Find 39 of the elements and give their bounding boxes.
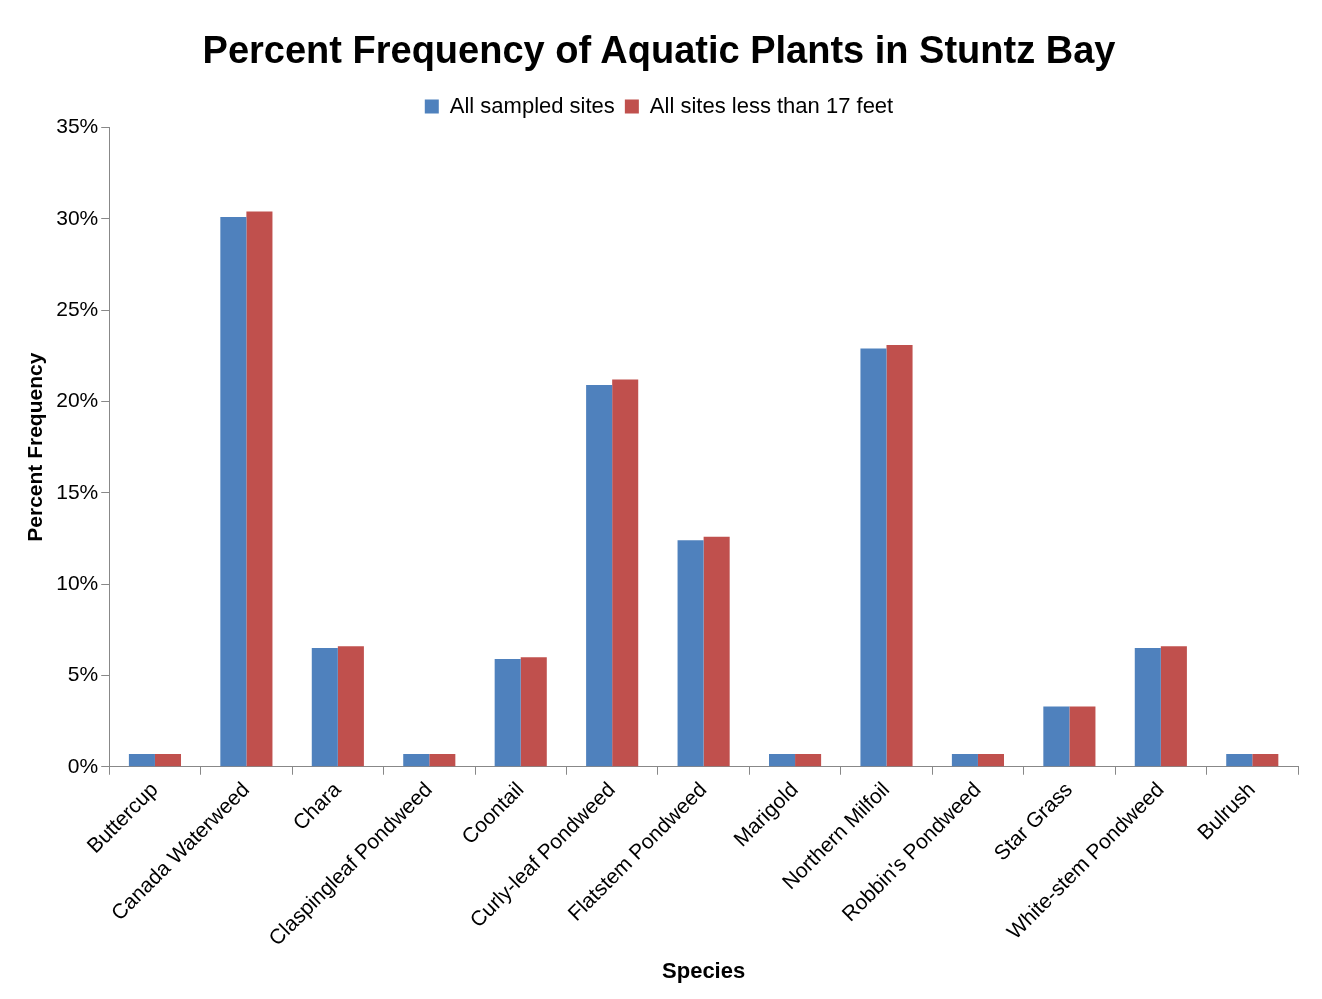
bar bbox=[494, 659, 521, 767]
bar bbox=[1043, 706, 1070, 767]
y-tick-label: 10% bbox=[56, 570, 99, 594]
bar bbox=[311, 648, 338, 767]
bar bbox=[128, 753, 155, 767]
y-tick-label: 30% bbox=[56, 205, 99, 229]
bar bbox=[429, 753, 456, 767]
bar bbox=[1134, 648, 1161, 767]
bar bbox=[769, 753, 796, 767]
y-tick-label: 15% bbox=[56, 479, 99, 503]
y-tick-label: 20% bbox=[56, 388, 99, 412]
bar bbox=[951, 753, 978, 767]
bar bbox=[677, 540, 704, 767]
y-axis-title: Percent Frequency bbox=[23, 352, 47, 542]
chart-title: Percent Frequency of Aquatic Plants in Stuntz Bay bbox=[202, 29, 1116, 72]
bar bbox=[703, 536, 730, 767]
bar bbox=[220, 217, 247, 767]
bar bbox=[977, 753, 1005, 767]
bar bbox=[1160, 646, 1187, 767]
bar bbox=[154, 753, 182, 767]
bar bbox=[520, 657, 547, 767]
bar bbox=[246, 211, 273, 767]
bar bbox=[403, 753, 430, 767]
bar bbox=[586, 385, 613, 767]
y-tick-label: 25% bbox=[56, 297, 99, 321]
y-tick-label: 0% bbox=[67, 753, 99, 777]
legend-label: All sites less than 17 feet bbox=[649, 92, 894, 118]
bar bbox=[1252, 753, 1279, 767]
y-tick-label: 35% bbox=[56, 114, 99, 138]
bar bbox=[1226, 753, 1253, 767]
x-axis-title: Species bbox=[662, 957, 746, 983]
bar bbox=[860, 348, 887, 767]
bar bbox=[1069, 706, 1096, 767]
y-tick-label: 5% bbox=[67, 662, 99, 686]
bar bbox=[795, 753, 822, 767]
bar bbox=[612, 379, 639, 767]
legend-label: All sampled sites bbox=[449, 92, 615, 118]
bar bbox=[337, 646, 364, 767]
bar bbox=[886, 344, 913, 767]
